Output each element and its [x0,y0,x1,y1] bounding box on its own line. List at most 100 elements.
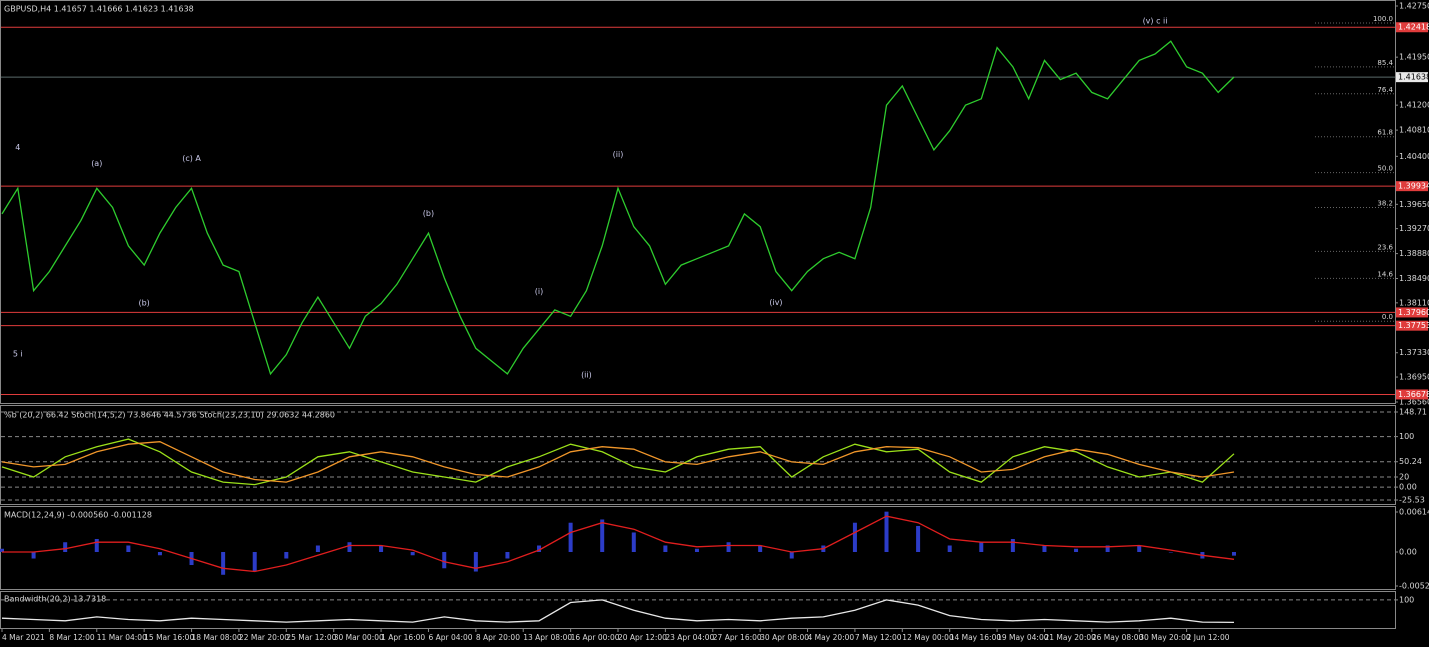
macd-bar [63,542,68,553]
macd-bar [600,519,605,553]
macd-bar [31,552,36,559]
x-tick-label: 2 Jun 12:00 [1187,633,1230,642]
x-tick-label: 4 May 20:00 [808,633,855,642]
macd-bar [379,545,384,553]
y-tick-label: 1.39270 [1399,224,1429,233]
wave-label: 4 [15,143,20,152]
series-line [1,40,1235,376]
pane-frame [0,506,1396,590]
y-tick-label: 0.006148 [1399,508,1429,517]
x-tick-label: 4 Mar 2021 [2,633,45,642]
y-tick-label: 100 [1399,432,1414,441]
macd-bar [1232,552,1236,556]
level-tag [1396,307,1428,318]
x-tick-label: 20 Apr 12:00 [618,633,667,642]
y-tick-label: 20 [1399,473,1409,482]
macd-bar [947,545,952,553]
macd-bar [789,552,794,559]
y-tick-label: 1.36950 [1399,373,1429,382]
series-line [1,441,1235,483]
macd-bar [94,538,99,553]
x-tick-label: 8 Apr 20:00 [476,633,520,642]
y-tick-label: 1.41200 [1399,101,1429,110]
y-tick-label: -0.005225 [1399,582,1429,591]
y-tick-label: 148.71 [1399,408,1427,417]
macd-bar [157,552,162,556]
level-label: 1.37960 [1398,308,1429,317]
series-line [1,599,1235,624]
y-tick-label: 100 [1399,595,1414,604]
pane-frame [0,591,1396,629]
y-tick-label: 50.24 [1399,457,1422,466]
macd-bar [252,552,257,572]
y-tick-label: -25.53 [1399,496,1425,505]
x-tick-label: 12 May 00:00 [902,633,954,642]
macd-bar [315,545,320,553]
macd-bar [884,511,889,553]
x-tick-label: 7 May 12:00 [855,633,902,642]
macd-bar [221,552,226,575]
wave-label: (i) [535,287,543,296]
series-line [1,438,1235,486]
fib-label: 50.0 [1377,165,1393,173]
macd-bar [1010,538,1015,553]
pane-title: Bandwidth(20,2) 13.7318 [4,595,106,604]
fib-label: 76.4 [1377,86,1393,94]
fib-label: 14.6 [1377,270,1393,278]
macd-bar [979,542,984,553]
wave-label: (ii) [613,150,624,159]
pane-title: %b (20,2) 66.42 Stoch(14,5,2) 73.8646 44… [4,411,335,420]
macd-bar [1168,552,1173,553]
x-tick-label: 22 Mar 20:00 [239,633,289,642]
pane-title: GBPUSD,H4 1.41657 1.41666 1.41623 1.4163… [4,5,194,14]
x-tick-label: 6 Apr 04:00 [428,633,472,642]
y-tick-label: 1.40810 [1399,126,1429,135]
macd-bar [726,542,731,553]
level-tag [1396,181,1428,192]
level-label: 1.39934 [1398,182,1429,191]
level-tag [1396,389,1428,400]
wave-label: (c) A [182,154,201,163]
macd-bar [663,545,668,553]
pane-title: MACD(12,24,9) -0.000560 -0.001128 [4,511,152,520]
wave-label: (ii) [581,371,592,380]
x-tick-label: 21 May 20:00 [1044,633,1096,642]
x-tick-label: 30 Apr 08:00 [760,633,809,642]
x-tick-label: 11 Mar 04:00 [97,633,147,642]
x-tick-label: 18 Mar 08:00 [192,633,242,642]
level-label: 1.36678 [1398,390,1429,399]
fib-label: 100.0 [1373,15,1393,23]
macd-bar [505,552,510,559]
fib-label: 61.8 [1377,129,1393,137]
x-tick-label: 26 May 08:00 [1092,633,1144,642]
x-tick-label: 30 Mar 00:00 [334,633,384,642]
macd-bar [0,548,4,553]
x-tick-label: 27 Apr 16:00 [713,633,762,642]
macd-bar [758,545,763,553]
x-tick-label: 23 Apr 04:00 [665,633,714,642]
macd-bar [1105,545,1110,553]
x-tick-label: 13 Apr 08:00 [523,633,572,642]
macd-bar [473,552,478,572]
price-label: 1.41638 [1398,73,1429,82]
y-tick-label: 1.38490 [1399,274,1429,283]
macd-bar [1074,548,1079,553]
x-tick-label: 30 May 20:00 [1139,633,1191,642]
wave-label: (v) c ii [1143,16,1168,25]
macd-bar [916,525,921,553]
level-label: 1.37753 [1398,321,1429,330]
y-tick-label: 0.00 [1399,548,1417,557]
y-tick-label: 1.38110 [1399,298,1429,307]
y-tick-label: 1.36560 [1399,398,1429,407]
x-tick-label: 25 Mar 12:00 [286,633,336,642]
y-tick-label: 1.39650 [1399,200,1429,209]
pane-frame [0,0,1396,404]
y-tick-label: 1.38880 [1399,249,1429,258]
y-tick-label: 1.42750 [1399,2,1429,11]
level-label: 1.42418 [1398,23,1429,32]
x-tick-label: 19 May 04:00 [997,633,1049,642]
wave-label: 5 i [13,350,23,359]
wave-label: (iv) [769,298,782,307]
